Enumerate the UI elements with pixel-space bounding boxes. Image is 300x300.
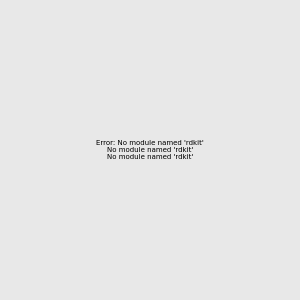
Text: Error: No module named 'rdkit'
No module named 'rdkit'
No module named 'rdkit': Error: No module named 'rdkit' No module…: [96, 140, 204, 160]
